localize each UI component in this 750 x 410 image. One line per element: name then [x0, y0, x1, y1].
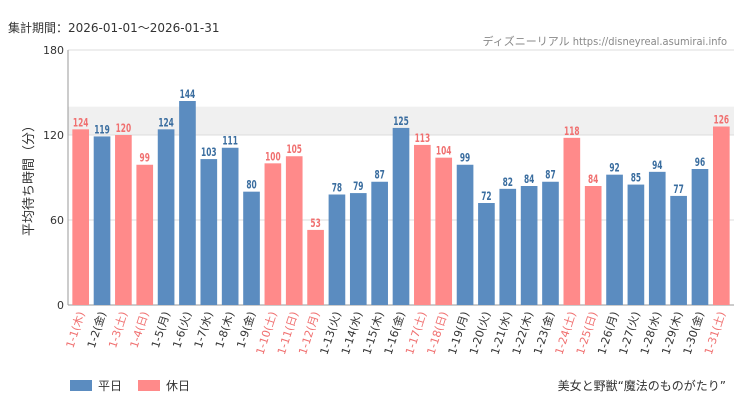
bar [221, 147, 239, 305]
data-label: 124 [73, 117, 89, 130]
y-tick-label: 0 [57, 299, 64, 312]
legend-weekday-swatch [70, 380, 92, 391]
bar [456, 164, 474, 305]
data-label: 111 [222, 136, 238, 149]
bar [584, 186, 602, 305]
data-label: 96 [695, 157, 705, 170]
y-tick-label: 60 [50, 214, 64, 227]
bar [371, 181, 388, 305]
x-tick-label: 1-5(月) [149, 310, 173, 350]
legend-weekday-label: 平日 [98, 379, 123, 393]
bar [670, 195, 687, 305]
data-label: 119 [94, 124, 110, 137]
data-label: 77 [673, 184, 683, 197]
bar [478, 203, 495, 305]
bar [648, 171, 666, 305]
x-tick-label: 1-6(火) [170, 310, 194, 350]
y-tick-label: 120 [43, 129, 64, 142]
bar [157, 129, 175, 305]
data-label: 72 [481, 191, 491, 204]
data-label: 87 [545, 170, 555, 183]
bar [627, 184, 645, 305]
bar [328, 194, 346, 305]
x-tick-label: 1-3(土) [106, 310, 130, 350]
bar [499, 188, 517, 305]
data-label: 84 [588, 174, 598, 187]
attraction-name: 美女と野獣“魔法のものがたり” [557, 379, 726, 393]
bar [349, 193, 367, 305]
bar [72, 129, 90, 305]
x-tick-label: 1-4(日) [128, 310, 152, 350]
bar [115, 135, 132, 305]
data-label: 120 [116, 123, 132, 136]
y-axis-title: 平均待ち時間（分） [22, 119, 37, 236]
bar [243, 191, 260, 305]
data-label: 105 [286, 144, 302, 157]
legend-holiday[interactable]: 休日 [138, 377, 190, 394]
data-label: 100 [265, 151, 281, 164]
data-label: 113 [415, 133, 431, 146]
period-label: 集計期間：2026-01-01～2026-01-31 [8, 21, 220, 35]
bar [264, 163, 282, 305]
data-label: 84 [524, 174, 534, 187]
bar [414, 144, 431, 305]
bar [136, 164, 154, 305]
data-label: 104 [436, 145, 452, 158]
legend: 平日 休日 [70, 377, 190, 394]
x-tick-label: 1-31(土) [702, 310, 728, 356]
bar [93, 136, 111, 305]
data-label: 79 [353, 181, 363, 194]
data-label: 125 [393, 116, 409, 129]
legend-weekday[interactable]: 平日 [70, 377, 122, 394]
legend-holiday-swatch [138, 380, 161, 391]
x-tick-label: 1-8(木) [213, 310, 237, 350]
y-tick-label: 180 [43, 44, 64, 57]
bar [307, 229, 324, 305]
data-label: 124 [158, 117, 174, 130]
data-label: 80 [246, 179, 256, 192]
data-label: 94 [652, 160, 662, 173]
source-credit: ディズニーリアル https://disneyreal.asumirai.inf… [482, 35, 727, 48]
data-label: 53 [310, 218, 320, 231]
bar [392, 127, 410, 306]
x-tick-label: 1-7(水) [192, 310, 216, 350]
data-label: 82 [503, 177, 513, 190]
x-tick-label: 1-9(金) [233, 310, 258, 350]
x-tick-label: 1-1(木) [64, 310, 88, 350]
data-label: 144 [180, 89, 196, 102]
x-tick-label: 1-2(金) [84, 310, 109, 350]
data-label: 85 [631, 172, 641, 185]
data-label: 99 [460, 153, 470, 166]
bar [435, 157, 453, 305]
data-label: 103 [201, 147, 217, 160]
data-label: 92 [609, 162, 619, 175]
legend-holiday-label: 休日 [166, 379, 191, 393]
data-label: 118 [564, 126, 580, 139]
bar [712, 126, 730, 305]
data-label: 126 [714, 114, 730, 127]
data-label: 87 [374, 170, 384, 183]
bar [520, 186, 538, 305]
bar [200, 159, 218, 305]
bar [606, 174, 623, 305]
bar [691, 169, 709, 305]
bar [285, 156, 303, 305]
bar [563, 137, 581, 305]
data-label: 78 [332, 182, 342, 195]
bar [179, 101, 196, 305]
data-label: 99 [140, 153, 150, 166]
bar [542, 181, 559, 305]
